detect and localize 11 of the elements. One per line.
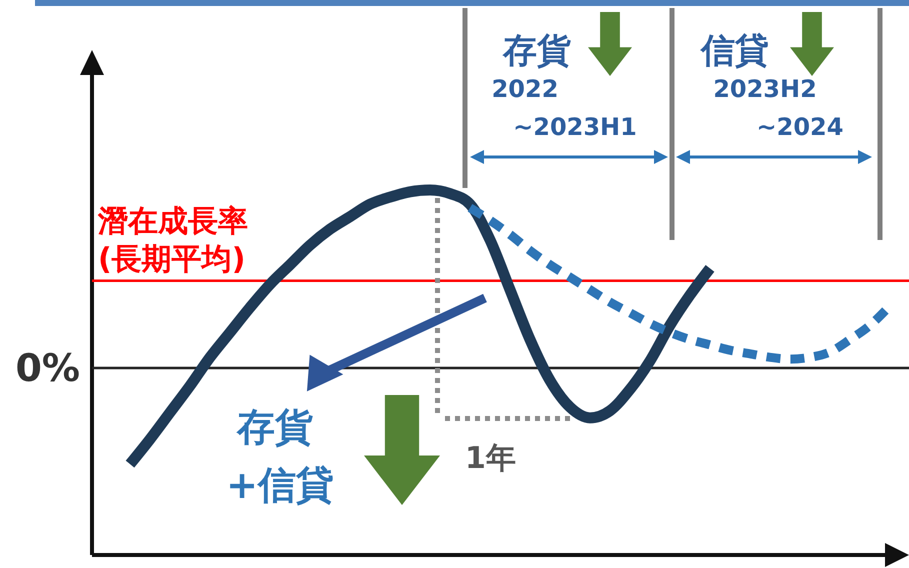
annotation: 存貨	[236, 405, 313, 449]
ref-line-label: 0%	[15, 346, 80, 390]
text: 存貨	[502, 31, 571, 71]
text: 2023H2	[713, 75, 817, 103]
text: 2022	[492, 75, 558, 103]
text: 信貸	[699, 31, 769, 71]
text: ~2023H1	[513, 113, 637, 141]
ref-line-label: 潛在成長率 (長期平均)	[97, 204, 248, 277]
annotation: +信貸	[226, 463, 334, 507]
annotation: 1年	[465, 441, 516, 476]
text: ~2024	[756, 113, 844, 141]
